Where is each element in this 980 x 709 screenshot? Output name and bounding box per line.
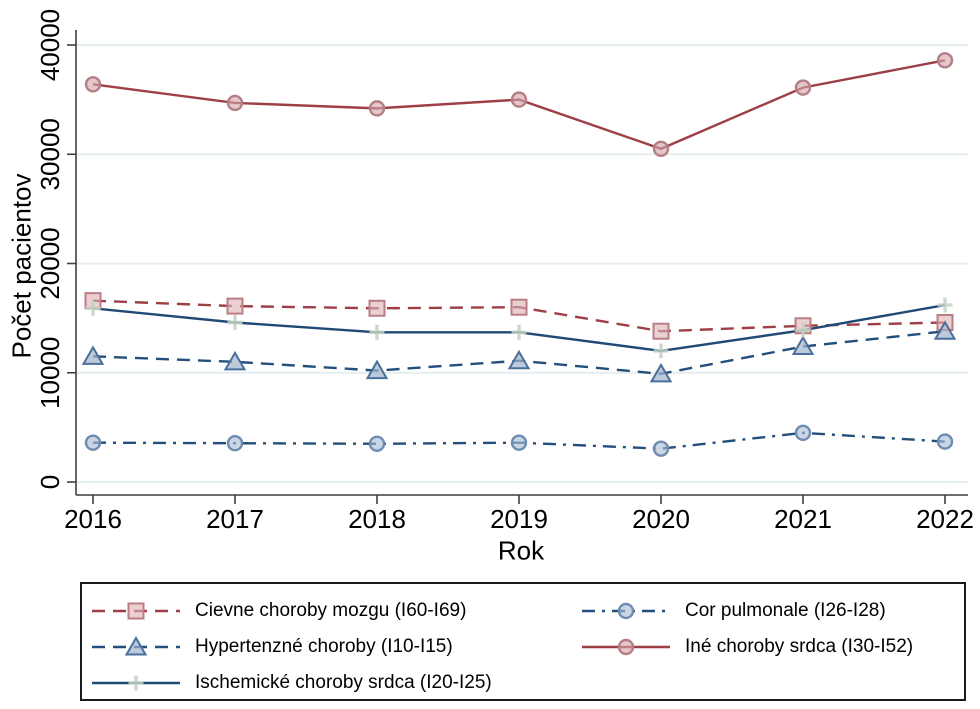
legend-symbol-icon xyxy=(92,602,180,620)
legend-entry-4: Ischemické choroby srdca (I20-I25) xyxy=(82,665,572,701)
series-2-marker xyxy=(365,359,389,380)
series-1-marker xyxy=(510,434,528,451)
legend-label: Iné choroby srdca (I30-I52) xyxy=(685,636,914,657)
legend-entry-1: Cor pulmonale (I26-I28) xyxy=(572,593,964,629)
legend-label: Ischemické choroby srdca (I20-I25) xyxy=(195,672,492,693)
y-axis-title: Počet pacientov xyxy=(6,173,37,359)
series-1-marker xyxy=(84,434,102,451)
legend-label: Hypertenzné choroby (I10-I15) xyxy=(195,636,453,657)
series-4-marker xyxy=(795,322,811,338)
series-3-marker xyxy=(936,52,954,69)
series-4-marker xyxy=(85,300,101,316)
legend-marker xyxy=(617,602,635,620)
legend-label: Cievne choroby mozgu (I60-I69) xyxy=(195,600,467,621)
series-3-marker xyxy=(226,94,244,112)
series-4-marker xyxy=(227,314,243,330)
legend-symbol-icon xyxy=(582,602,670,620)
y-tick-label: 20000 xyxy=(35,227,65,299)
y-tick-label: 10000 xyxy=(35,337,65,409)
series-1-marker xyxy=(652,440,670,457)
series-4-marker xyxy=(653,343,669,359)
x-tick-label: 2018 xyxy=(348,504,406,534)
series-3-marker xyxy=(368,100,386,117)
x-tick-label: 2017 xyxy=(206,504,264,534)
series-1-marker xyxy=(226,435,244,452)
series-0-marker xyxy=(652,322,670,340)
series-2-marker xyxy=(223,350,247,371)
series-2-marker xyxy=(507,349,531,370)
series-1-marker xyxy=(936,433,954,450)
legend-entry-0: Cievne choroby mozgu (I60-I69) xyxy=(82,593,572,629)
series-1-marker xyxy=(368,435,386,452)
y-tick-label: 0 xyxy=(35,475,65,489)
series-0-marker xyxy=(368,299,386,317)
x-tick-label: 2022 xyxy=(916,504,974,534)
series-3-marker xyxy=(84,76,102,93)
series-2-marker xyxy=(933,320,957,340)
legend-symbol-icon xyxy=(92,675,180,691)
series-0-marker xyxy=(510,298,528,316)
series-3-marker xyxy=(794,79,812,96)
legend-marker xyxy=(127,602,145,620)
series-4-marker xyxy=(937,297,953,313)
series-2-marker xyxy=(791,335,815,356)
x-tick-label: 2016 xyxy=(64,504,122,534)
series-3-marker xyxy=(652,140,670,157)
series-3-marker xyxy=(510,91,528,108)
legend-marker xyxy=(617,638,635,656)
x-tick-label: 2019 xyxy=(490,504,548,534)
x-axis-title: Rok xyxy=(497,535,545,566)
y-tick-label: 40000 xyxy=(35,9,65,81)
legend-label: Cor pulmonale (I26-I28) xyxy=(685,600,886,621)
legend-box: Cievne choroby mozgu (I60-I69) Cor pulmon… xyxy=(80,582,966,701)
legend-entry-2: Hypertenzné choroby (I10-I15) xyxy=(82,629,572,665)
legend-marker xyxy=(124,636,148,656)
line-chart-plot-area: 0 10000 20000 30000 40000 2016 2017 2018 2019 202… xyxy=(35,9,974,534)
series-4-marker xyxy=(369,324,385,340)
y-tick-label: 30000 xyxy=(35,118,65,190)
legend-marker xyxy=(128,675,144,691)
legend-symbol-icon xyxy=(92,636,180,656)
x-tick-label: 2020 xyxy=(632,504,690,534)
series-0-marker xyxy=(226,297,244,315)
legend-symbol-icon xyxy=(582,638,670,656)
series-4-marker xyxy=(511,324,527,340)
series-2-marker xyxy=(81,345,105,365)
legend-entry-3: Iné choroby srdca (I30-I52) xyxy=(572,629,964,665)
series-1-marker xyxy=(794,424,812,442)
x-tick-label: 2021 xyxy=(774,504,832,534)
series-2-marker xyxy=(649,362,673,383)
